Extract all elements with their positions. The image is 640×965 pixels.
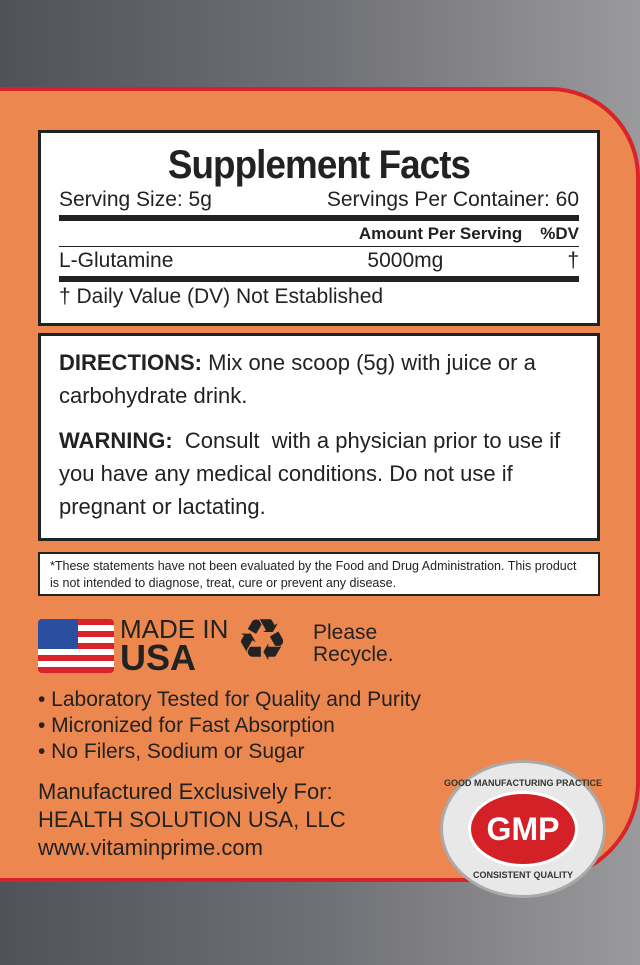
amount-header: Amount Per Serving: [358, 224, 523, 243]
divider: [59, 246, 579, 247]
list-item: • Micronized for Fast Absorption: [38, 714, 335, 737]
warning-label: WARNING:: [59, 428, 173, 453]
fda-disclaimer: *These statements have not been evaluate…: [38, 552, 600, 596]
gmp-bottom-text: CONSISTENT QUALITY: [472, 870, 573, 880]
feature-list: • Laboratory Tested for Quality and Puri…: [38, 687, 421, 765]
ingredient-dv: †: [567, 249, 579, 272]
directions-label: DIRECTIONS:: [59, 350, 202, 375]
manufacturer-name: HEALTH SOLUTION USA, LLC: [38, 807, 346, 832]
manufacturer-label: Manufactured Exclusively For:: [38, 779, 333, 804]
ingredient-row: L-Glutamine 5000mg †: [59, 249, 579, 273]
directions-box: DIRECTIONS: Mix one scoop (5g) with juic…: [38, 333, 600, 541]
facts-title: Supplement Facts: [167, 143, 471, 187]
ingredient-amount: 5000mg: [367, 249, 444, 272]
gmp-text: GMP: [468, 791, 578, 867]
footnote: † Daily Value (DV) Not Established: [59, 285, 579, 309]
dv-header: %DV: [540, 224, 579, 243]
servings-per-container: Servings Per Container: 60: [326, 188, 579, 211]
directions-text: Mix one scoop (5g) with juice or a carbo…: [59, 350, 536, 408]
divider: [59, 276, 579, 282]
made-in-usa-badge: MADE IN USA: [38, 614, 229, 678]
please-recycle: Please Recycle.: [313, 622, 394, 666]
directions: DIRECTIONS: Mix one scoop (5g) with juic…: [59, 346, 579, 412]
usa-text: USA: [120, 637, 197, 678]
gmp-seal: GOOD MANUFACTURING PRACTICE GMP CONSISTE…: [440, 760, 606, 898]
serving-row: Serving Size: 5g Servings Per Container:…: [59, 188, 579, 212]
ingredient-name: L-Glutamine: [59, 249, 174, 272]
divider: [59, 215, 579, 221]
please-text: Please: [313, 621, 378, 644]
warning: WARNING: Consult with a physician prior …: [59, 424, 579, 523]
gmp-top-text: GOOD MANUFACTURING PRACTICE: [444, 778, 602, 788]
list-item: • No Filers, Sodium or Sugar: [38, 740, 305, 763]
footnote-text: † Daily Value (DV) Not Established: [59, 285, 384, 308]
column-headers: Amount Per Serving %DV: [59, 224, 579, 244]
website-link[interactable]: www.vitaminprime.com: [38, 835, 263, 860]
serving-size: Serving Size: 5g: [59, 188, 212, 211]
supplement-facts-box: Supplement Facts Serving Size: 5g Servin…: [38, 130, 600, 326]
recycle-text: Recycle.: [313, 643, 394, 666]
recycle-icon: ♻: [236, 608, 288, 673]
warning-text: Consult with a physician prior to use if…: [59, 428, 567, 519]
manufacturer-info: Manufactured Exclusively For: HEALTH SOL…: [38, 778, 346, 862]
made-in-text: MADE IN: [120, 614, 229, 644]
list-item: • Laboratory Tested for Quality and Puri…: [38, 688, 421, 711]
us-flag-icon: [38, 619, 114, 673]
